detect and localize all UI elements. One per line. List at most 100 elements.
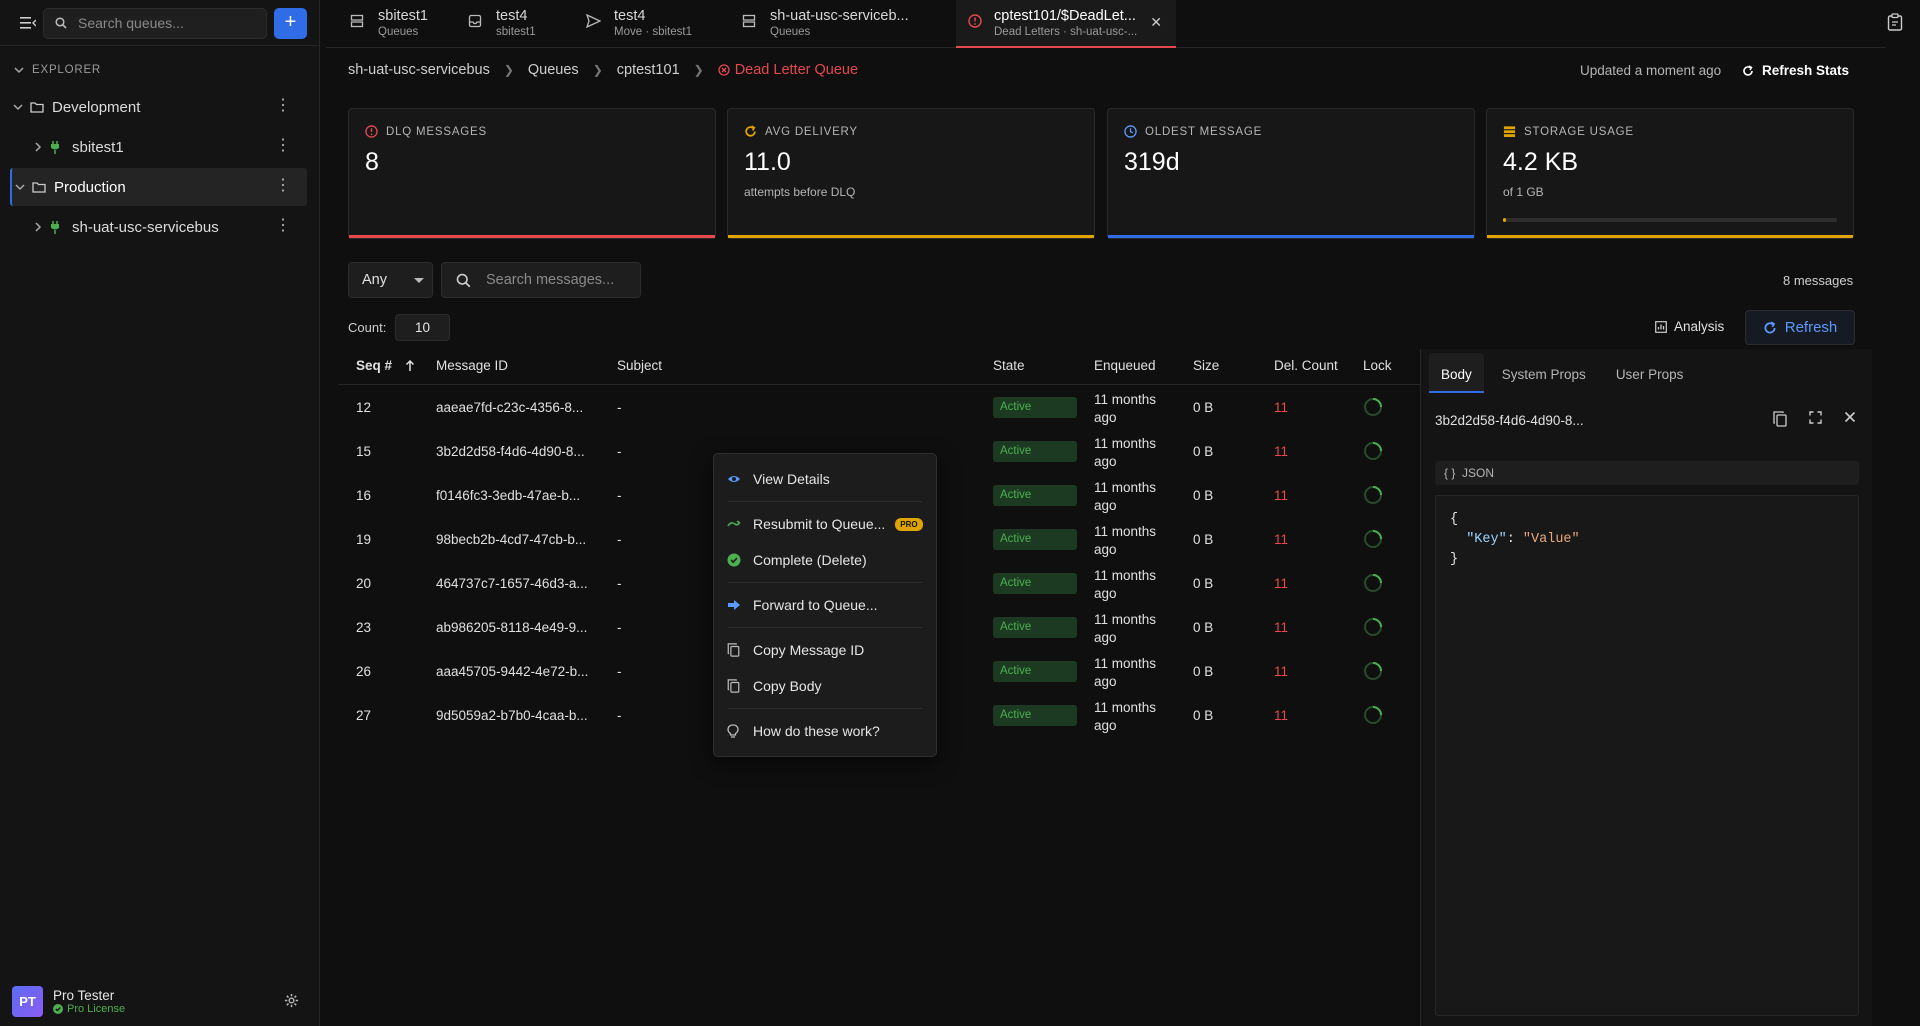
tab-system-props[interactable]: System Props xyxy=(1501,367,1586,382)
eye-icon xyxy=(727,472,741,486)
detail-message-id: 3b2d2d58-f4d6-4d90-8... xyxy=(1435,413,1584,428)
column-size[interactable]: Size xyxy=(1193,358,1220,373)
settings-gear-icon[interactable] xyxy=(284,993,299,1008)
cell-seq: 19 xyxy=(356,532,372,547)
collapse-sidebar-icon[interactable] xyxy=(20,16,36,30)
tab-title: test4 xyxy=(614,8,646,24)
error-circle-icon xyxy=(365,125,378,138)
tree-namespace-sh-uat-usc-servicebus[interactable]: sh-uat-usc-servicebus ⋮ xyxy=(30,208,307,246)
stat-value: 11.0 xyxy=(744,148,791,176)
menu-forward[interactable]: Forward to Queue... xyxy=(714,590,936,620)
fullscreen-icon[interactable] xyxy=(1809,411,1822,427)
tab-body[interactable]: Body xyxy=(1429,353,1484,393)
column-delivery-count[interactable]: Del. Count xyxy=(1274,358,1338,373)
table-row[interactable]: 23 ab986205-8118-4e49-9... - Active 11 month… xyxy=(338,605,1420,649)
more-options-icon[interactable]: ⋮ xyxy=(275,97,291,114)
tab-test4-move[interactable]: test4 Move · sbitest1 xyxy=(562,0,718,48)
tab-test4[interactable]: test4 sbitest1 xyxy=(444,0,562,48)
count-input[interactable]: 10 xyxy=(395,314,450,341)
clipboard-icon[interactable] xyxy=(1887,13,1903,31)
column-lock[interactable]: Lock xyxy=(1363,358,1392,373)
chevron-down-icon[interactable] xyxy=(10,103,26,111)
more-options-icon[interactable]: ⋮ xyxy=(275,177,291,194)
chevron-down-icon[interactable] xyxy=(12,183,28,191)
menu-divider xyxy=(728,582,922,583)
close-tab-icon[interactable]: ✕ xyxy=(1150,14,1162,30)
stat-accent-bar xyxy=(728,235,1094,238)
tree-folder-production[interactable]: Production ⋮ xyxy=(10,168,307,206)
more-options-icon[interactable]: ⋮ xyxy=(275,137,291,154)
breadcrumb-namespace[interactable]: sh-uat-usc-servicebus xyxy=(348,62,490,78)
add-connection-button[interactable]: + xyxy=(274,8,307,39)
cell-enqueued: 11 months ago xyxy=(1094,435,1156,471)
copy-icon xyxy=(727,679,740,693)
send-icon xyxy=(586,14,601,28)
refresh-stats-button[interactable]: Refresh Stats xyxy=(1742,63,1849,78)
table-row[interactable]: 16 f0146fc3-3edb-47ae-b... - Active 11 month… xyxy=(338,473,1420,517)
tab-sbitest1-queues[interactable]: sbitest1 Queues xyxy=(326,0,444,48)
breadcrumb-queue[interactable]: cptest101 xyxy=(616,62,680,78)
more-options-icon[interactable]: ⋮ xyxy=(275,217,291,234)
tree-folder-development[interactable]: Development ⋮ xyxy=(10,88,307,126)
menu-label: View Details xyxy=(753,471,830,487)
tab-sh-uat-usc-servicebus-queues[interactable]: sh-uat-usc-serviceb... Queues xyxy=(718,0,910,48)
format-label: { } JSON xyxy=(1435,461,1859,485)
table-row[interactable]: 26 aaa45705-9442-4e72-b... - Active 11 month… xyxy=(338,649,1420,693)
menu-complete-delete[interactable]: Complete (Delete) xyxy=(714,545,936,575)
tab-user-props[interactable]: User Props xyxy=(1615,367,1684,382)
column-enqueued[interactable]: Enqueued xyxy=(1094,358,1156,373)
message-body-viewer[interactable]: { "Key": "Value" } xyxy=(1435,495,1859,1016)
table-row[interactable]: 12 aaeae7fd-c23c-4356-8... - Active 11 month… xyxy=(338,385,1420,429)
cell-seq: 26 xyxy=(356,664,372,679)
tab-dead-letter-queue[interactable]: cptest101/$DeadLet... Dead Letters · sh-… xyxy=(956,0,1176,48)
menu-view-details[interactable]: View Details xyxy=(714,464,936,494)
breadcrumb-queues[interactable]: Queues xyxy=(527,62,579,78)
explorer-header[interactable]: EXPLORER xyxy=(14,64,101,76)
table-row[interactable]: 15 3b2d2d58-f4d6-4d90-8... - Active 11 month… xyxy=(338,429,1420,473)
cell-size: 0 B xyxy=(1193,488,1214,503)
menu-copy-body[interactable]: Copy Body xyxy=(714,671,936,701)
tab-title: sh-uat-usc-serviceb... xyxy=(770,8,909,24)
chevron-right-icon[interactable] xyxy=(30,222,46,232)
breadcrumb-current: Dead Letter Queue xyxy=(718,62,858,78)
menu-resubmit[interactable]: Resubmit to Queue... PRO xyxy=(714,509,936,539)
stat-card-oldest-message: OLDEST MESSAGE 319d xyxy=(1107,108,1475,239)
tab-subtitle: sbitest1 xyxy=(496,26,536,38)
storage-icon xyxy=(1503,126,1516,137)
column-message-id[interactable]: Message ID xyxy=(436,358,509,373)
enqueued-line: 11 months xyxy=(1094,656,1157,671)
menu-copy-message-id[interactable]: Copy Message ID xyxy=(714,635,936,665)
table-row[interactable]: 19 98becb2b-4cd7-47cb-b... - Active 11 month… xyxy=(338,517,1420,561)
stat-card-avg-delivery: AVG DELIVERY 11.0 attempts before DLQ xyxy=(727,108,1095,239)
column-subject[interactable]: Subject xyxy=(617,358,663,373)
column-seq[interactable]: Seq # xyxy=(356,358,393,373)
cell-seq: 23 xyxy=(356,620,372,635)
table-header: Seq # Message ID Subject State Enqueued … xyxy=(338,349,1420,385)
sort-ascending-icon[interactable] xyxy=(405,360,415,372)
menu-divider xyxy=(728,708,922,709)
column-state[interactable]: State xyxy=(993,358,1025,373)
table-row[interactable]: 27 9d5059a2-b7b0-4caa-b... - Active 11 month… xyxy=(338,693,1420,737)
cell-subject: - xyxy=(617,664,622,679)
tree-namespace-sbitest1[interactable]: sbitest1 ⋮ xyxy=(30,128,307,166)
queue-search-input[interactable]: Search queues... xyxy=(43,8,267,39)
cell-message-id: ab986205-8118-4e49-9... xyxy=(436,620,588,635)
analysis-button[interactable]: Analysis xyxy=(1655,319,1724,334)
stat-label: STORAGE USAGE xyxy=(1524,125,1634,138)
pro-badge: PRO xyxy=(895,517,923,531)
check-circle-icon xyxy=(53,1004,63,1014)
user-profile[interactable]: PT Pro Tester Pro License xyxy=(12,986,125,1017)
table-row[interactable]: 20 464737c7-1657-46d3-a... - Active 11 month… xyxy=(338,561,1420,605)
json-key: "Key" xyxy=(1466,532,1507,547)
state-filter-select[interactable]: Any xyxy=(348,262,433,298)
refresh-button[interactable]: Refresh xyxy=(1745,310,1855,345)
cell-enqueued: 11 months ago xyxy=(1094,523,1156,559)
menu-help[interactable]: How do these work? xyxy=(714,716,936,746)
stat-subtext: attempts before DLQ xyxy=(744,185,856,199)
cell-subject: - xyxy=(617,576,622,591)
close-icon[interactable] xyxy=(1844,411,1856,427)
chevron-right-icon[interactable] xyxy=(30,142,46,152)
menu-label: Copy Body xyxy=(753,678,822,694)
message-search-input[interactable]: Search messages... xyxy=(441,262,641,298)
copy-icon[interactable] xyxy=(1773,411,1787,427)
